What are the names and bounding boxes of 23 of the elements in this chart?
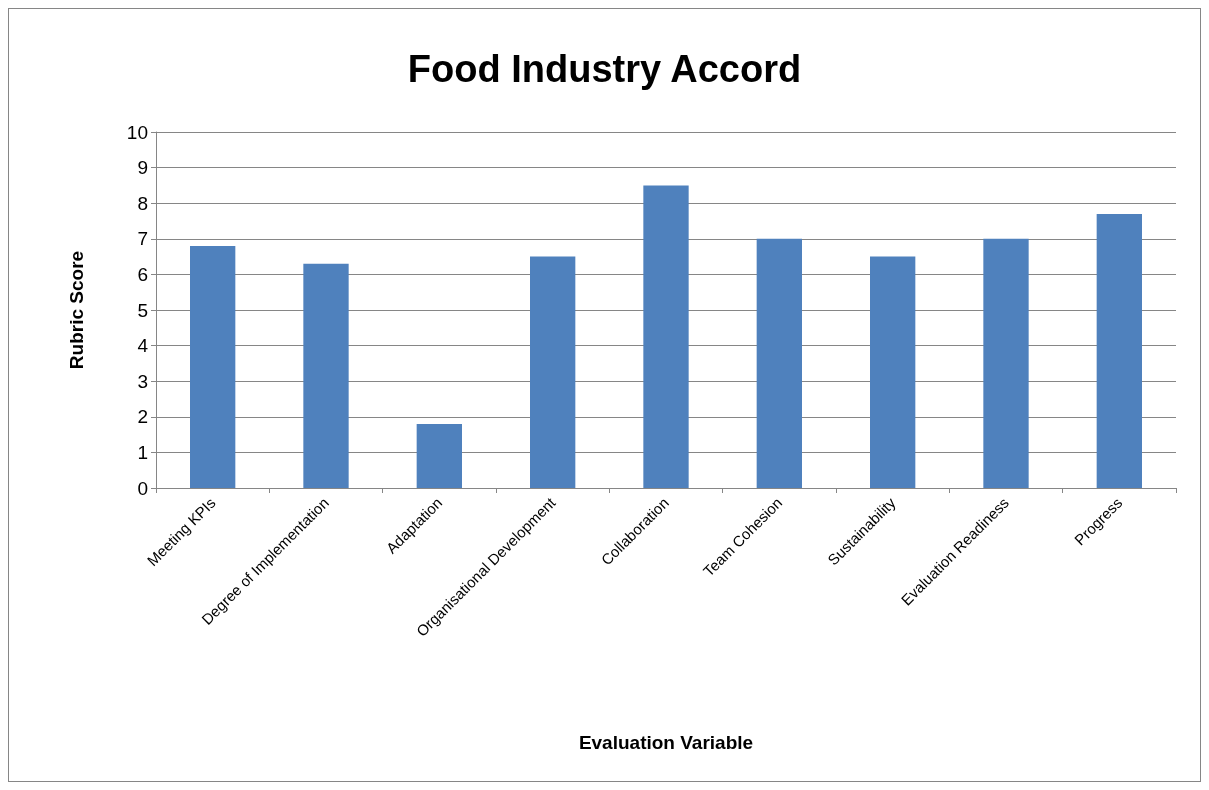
- y-axis-title: Rubric Score: [66, 250, 87, 370]
- bar: [756, 238, 802, 488]
- chart-title: Food Industry Accord: [407, 48, 802, 90]
- y-tick-label: 6: [137, 263, 148, 285]
- y-tick-label: 10: [126, 121, 148, 143]
- bar: [870, 256, 916, 488]
- y-tick-label: 1: [137, 441, 148, 463]
- bar: [983, 238, 1029, 488]
- y-tick-label: 0: [137, 477, 148, 499]
- y-tick-label: 7: [137, 228, 148, 250]
- bar: [416, 423, 462, 488]
- bar: [190, 245, 236, 488]
- bar: [530, 256, 576, 488]
- bar: [643, 185, 689, 488]
- y-tick-label: 2: [137, 406, 148, 428]
- y-tick-label: 3: [137, 370, 148, 392]
- y-tick-label: 8: [137, 192, 148, 214]
- y-tick-label: 9: [137, 157, 148, 179]
- bar: [303, 263, 349, 488]
- bar: [1096, 213, 1142, 488]
- y-tick-label: 5: [137, 299, 148, 321]
- x-axis-title: Evaluation Variable: [578, 732, 754, 753]
- y-tick-label: 4: [137, 335, 149, 357]
